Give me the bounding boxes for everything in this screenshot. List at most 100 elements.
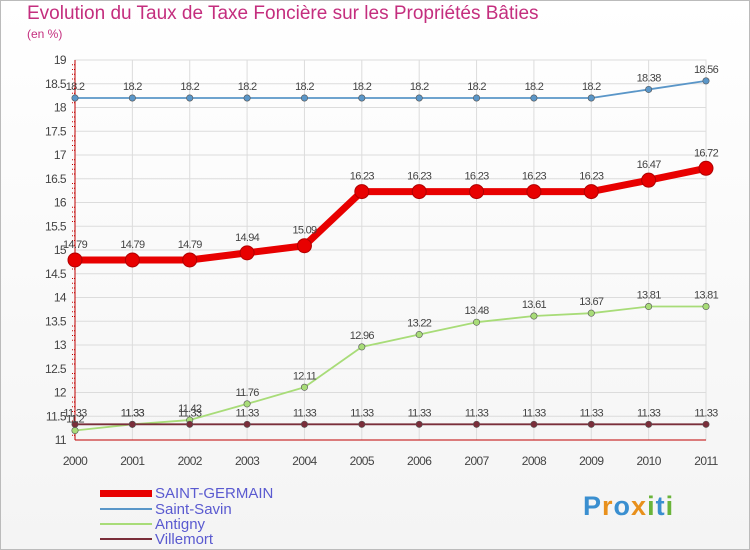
data-point (243, 420, 251, 428)
legend-swatch (100, 523, 152, 525)
y-tick-label: 14 (54, 291, 67, 305)
data-point (415, 420, 423, 428)
x-tick-label: 2009 (579, 454, 604, 468)
data-point (182, 252, 198, 268)
data-label: 16.23 (407, 171, 432, 183)
data-label: 18.2 (123, 81, 142, 93)
data-point (583, 184, 599, 200)
data-point (300, 94, 308, 102)
data-point (415, 331, 423, 339)
data-label: 14.79 (120, 239, 145, 251)
x-tick-label: 2002 (178, 454, 203, 468)
x-tick-label: 2003 (235, 454, 260, 468)
logo-letter: i (647, 491, 656, 521)
data-label: 13.81 (637, 290, 662, 302)
y-tick-label: 18 (54, 101, 67, 115)
data-label: 16.47 (637, 159, 662, 171)
data-point (415, 94, 423, 102)
legend-label: Saint-Savin (155, 500, 232, 518)
y-tick-label: 19 (54, 53, 67, 67)
data-label: 11.33 (121, 407, 145, 419)
data-label: 18.38 (637, 72, 662, 84)
y-tick-label: 15 (54, 243, 67, 257)
data-label: 16.72 (694, 147, 719, 159)
data-point (128, 420, 136, 428)
legend-label: Antigny (155, 515, 206, 533)
x-tick-label: 2010 (636, 454, 661, 468)
y-tick-label: 13.5 (45, 314, 67, 328)
data-point (530, 312, 538, 320)
data-point (300, 383, 308, 391)
series-lines (67, 77, 714, 434)
data-point (411, 184, 427, 200)
data-label: 12.96 (350, 330, 375, 342)
legend-item: SAINT-GERMAIN (100, 484, 274, 502)
data-point (469, 184, 485, 200)
data-label: 14.79 (178, 239, 203, 251)
data-label: 18.2 (295, 81, 314, 93)
legend-label: Villemort (155, 530, 214, 548)
data-point (587, 420, 595, 428)
logo-letter: P (583, 491, 603, 521)
legend-swatch (100, 538, 152, 540)
legend-item: Villemort (100, 530, 214, 548)
data-label: 18.2 (525, 81, 544, 93)
data-point (473, 318, 481, 326)
data-point (243, 400, 251, 408)
proxiti-logo: Proxiti (583, 491, 674, 522)
series-line-antigny (74, 305, 706, 432)
y-tick-label: 11.5 (46, 409, 67, 423)
data-point (358, 343, 366, 351)
y-tick-label: 12.5 (45, 362, 67, 376)
data-point (473, 94, 481, 102)
y-tick-label: 17.5 (45, 124, 67, 138)
data-point (71, 94, 79, 102)
data-label: 13.22 (407, 318, 432, 330)
data-point (530, 420, 538, 428)
data-label: 13.81 (694, 290, 719, 302)
y-tick-label: 13 (54, 338, 67, 352)
data-point (186, 94, 194, 102)
logo-letter: x (631, 491, 648, 521)
legend-label: SAINT-GERMAIN (155, 484, 274, 502)
y-tick-label: 18.5 (45, 77, 67, 91)
data-point (67, 252, 83, 268)
data-label: 18.2 (238, 81, 257, 93)
data-label: 18.2 (410, 81, 429, 93)
data-label: 11.33 (235, 407, 259, 419)
unit-label: (en %) (27, 27, 63, 41)
data-label: 18.2 (180, 81, 199, 93)
x-tick-label: 2005 (350, 454, 375, 468)
data-point (71, 426, 79, 434)
data-label: 11.2 (66, 414, 84, 426)
y-tick-label: 11 (55, 433, 67, 447)
data-label: 11.33 (580, 407, 604, 419)
data-point (698, 160, 714, 176)
x-tick-label: 2006 (407, 454, 432, 468)
data-point (239, 245, 255, 261)
data-point (358, 420, 366, 428)
data-point (702, 420, 710, 428)
logo-letter: t (655, 491, 666, 521)
y-tick-label: 12 (54, 386, 67, 400)
data-point (587, 309, 595, 317)
data-label: 13.67 (579, 296, 604, 308)
data-point (645, 85, 653, 93)
data-label: 16.23 (579, 171, 604, 183)
data-label: 18.2 (353, 81, 372, 93)
data-point (243, 94, 251, 102)
data-label: 11.33 (408, 407, 432, 419)
data-label: 11.33 (178, 407, 202, 419)
x-tick-label: 2007 (464, 454, 489, 468)
data-label: 11.33 (293, 407, 317, 419)
data-label: 16.23 (350, 171, 375, 183)
data-label: 16.23 (522, 171, 547, 183)
data-label: 11.42 (178, 403, 202, 415)
data-label: 11.33 (121, 407, 145, 419)
x-tick-label: 2000 (63, 454, 88, 468)
data-label: 18.56 (694, 64, 719, 76)
data-label: 14.79 (63, 239, 88, 251)
x-tick-label: 2004 (292, 454, 317, 468)
data-point (473, 420, 481, 428)
data-point (358, 94, 366, 102)
